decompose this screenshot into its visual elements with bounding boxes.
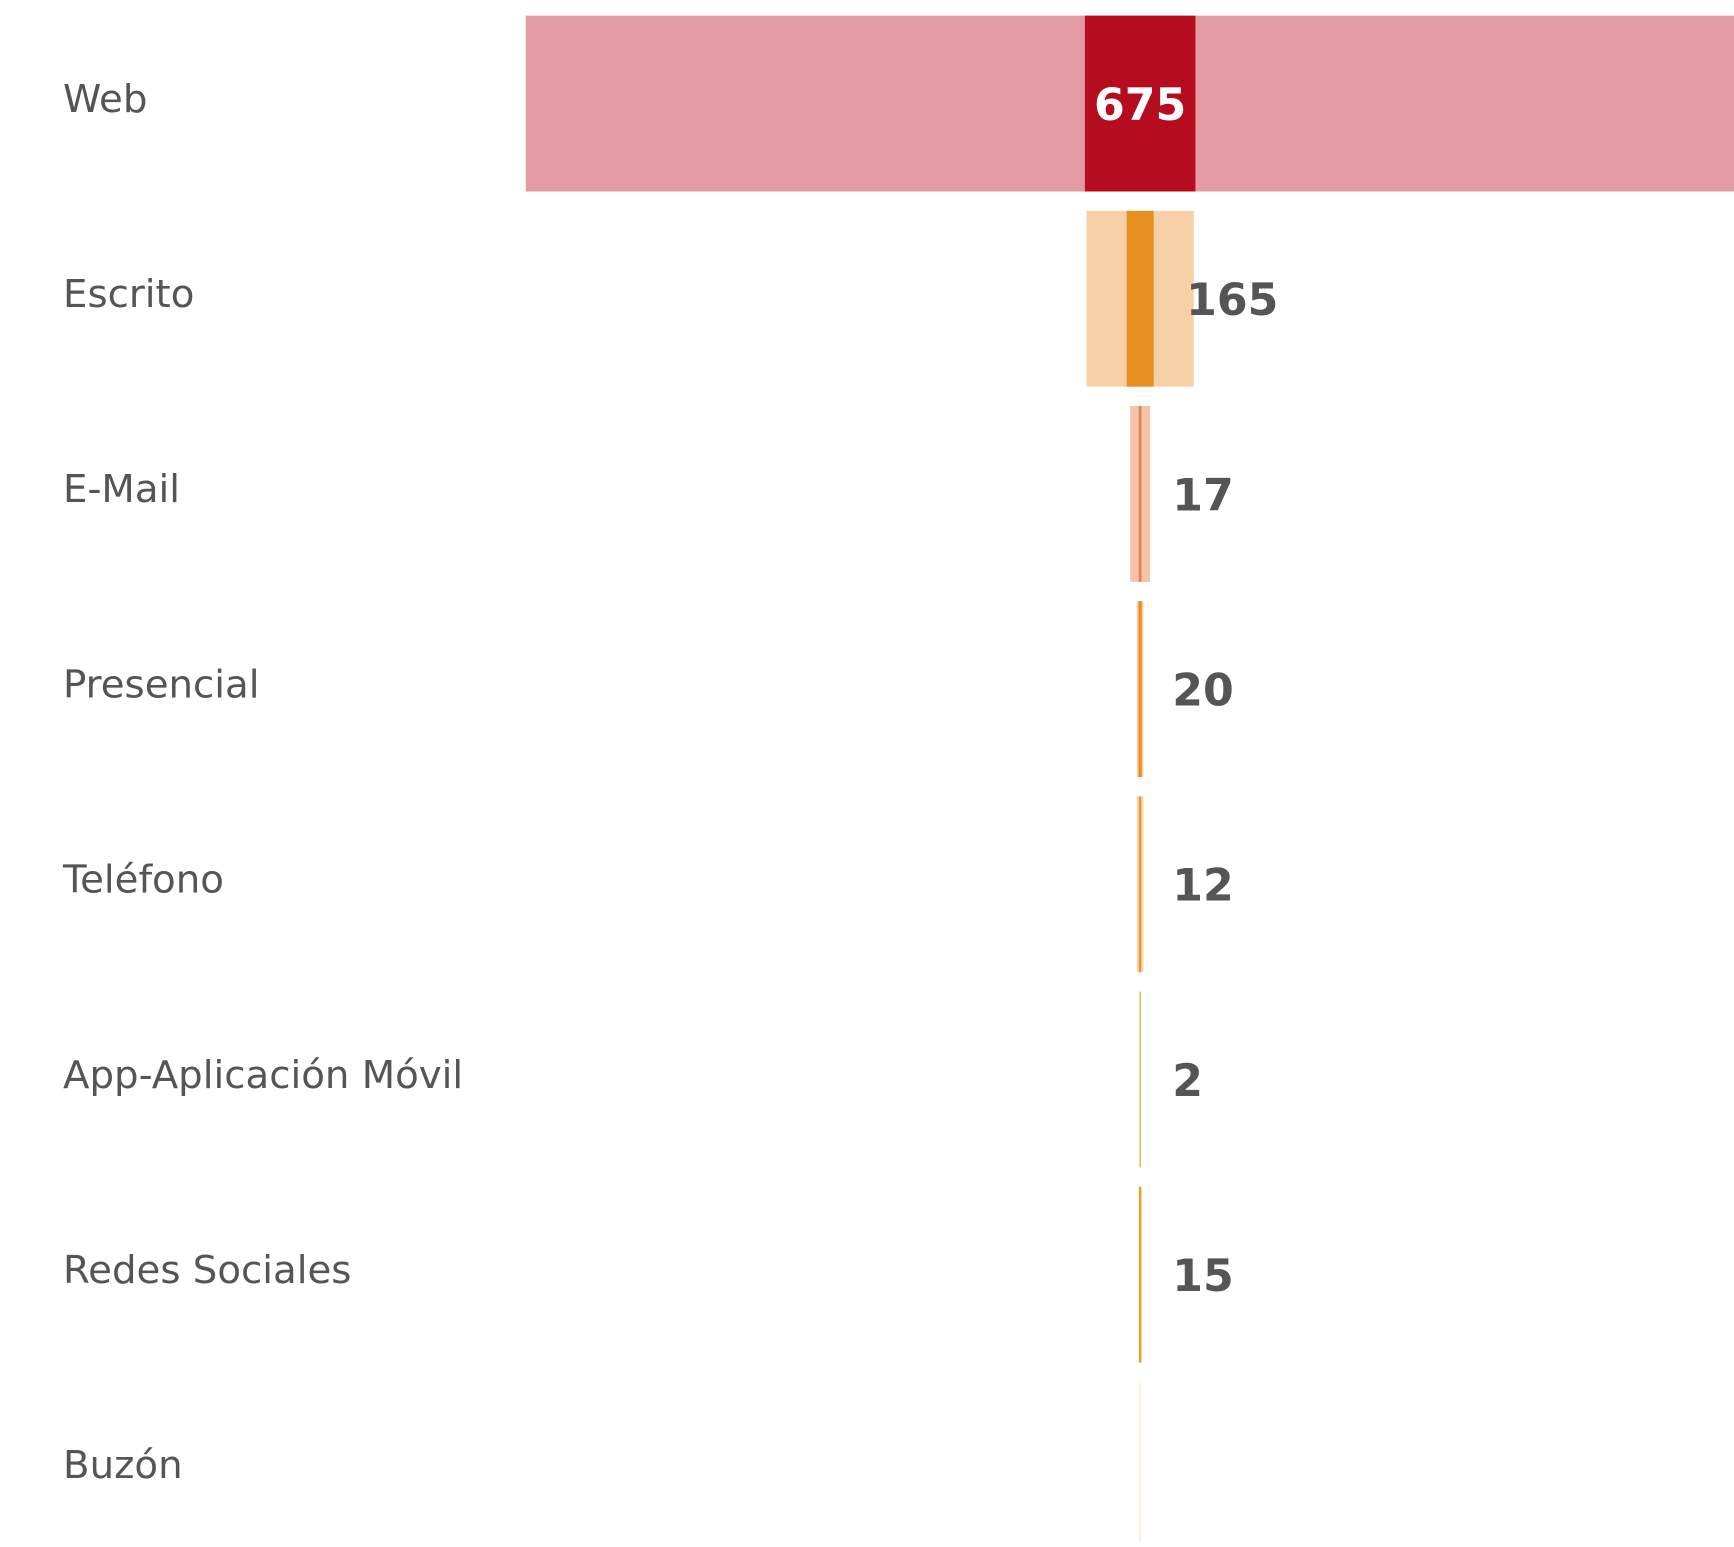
- category-label: Redes Sociales: [63, 1248, 351, 1293]
- value-label: 15: [1172, 1251, 1234, 1302]
- category-label: E-Mail: [63, 467, 180, 512]
- category-label: Buzón: [63, 1443, 183, 1488]
- background-bar: [1139, 1381, 1141, 1547]
- value-label: 165: [1186, 275, 1278, 326]
- value-label: 2: [1172, 1056, 1203, 1107]
- value-label: 675: [1094, 80, 1186, 131]
- category-label: Web: [63, 77, 147, 122]
- category-label: Teléfono: [62, 858, 224, 903]
- value-label: 20: [1172, 666, 1234, 717]
- bar: [1084, 15, 1196, 192]
- category-label: App-Aplicación Móvil: [63, 1053, 463, 1098]
- value-label: 17: [1172, 470, 1234, 521]
- bar: [1138, 601, 1142, 778]
- bar: [1139, 991, 1141, 1168]
- bar: [1138, 406, 1142, 582]
- category-label: Escrito: [63, 272, 194, 317]
- category-label: Presencial: [63, 662, 259, 707]
- bar: [1139, 796, 1142, 973]
- value-label: 12: [1172, 861, 1234, 912]
- bar: [1126, 210, 1154, 387]
- bar: [1138, 1186, 1142, 1363]
